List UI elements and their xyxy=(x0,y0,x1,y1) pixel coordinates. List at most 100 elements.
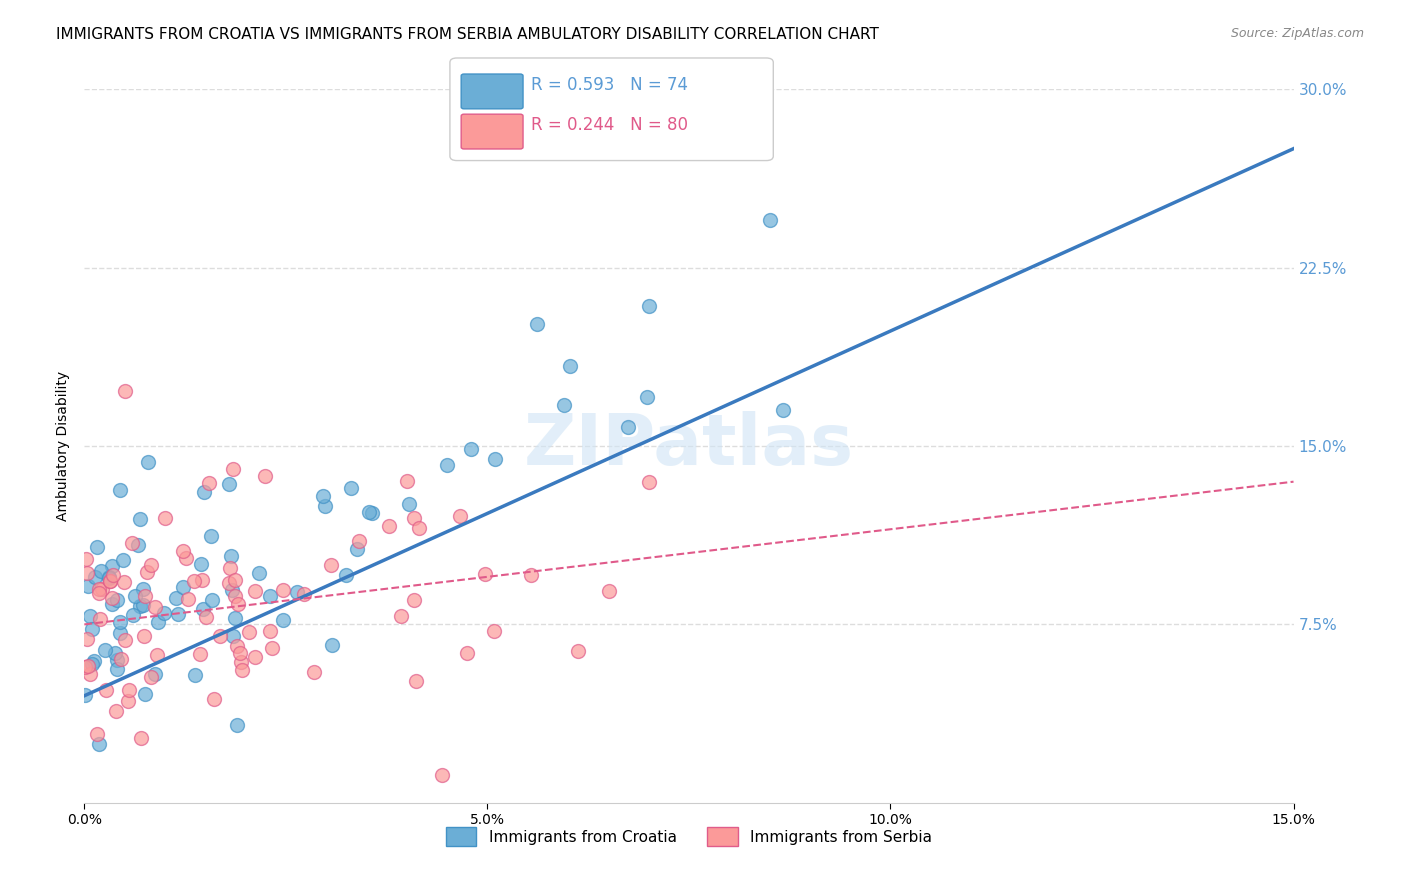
Serbia xyxy=(121,536,143,550)
Serbia xyxy=(224,590,246,604)
Serbia xyxy=(198,476,221,491)
Croatia xyxy=(357,505,380,519)
Croatia xyxy=(124,589,146,603)
Croatia xyxy=(221,630,243,644)
Croatia xyxy=(100,598,122,612)
Serbia xyxy=(188,647,211,661)
Croatia xyxy=(339,481,361,495)
Serbia xyxy=(117,694,139,708)
Serbia xyxy=(76,632,98,647)
Serbia xyxy=(75,552,97,566)
Serbia xyxy=(90,582,112,596)
Serbia xyxy=(405,674,427,689)
Croatia xyxy=(200,529,222,543)
Text: R = 0.244   N = 80: R = 0.244 N = 80 xyxy=(531,116,689,134)
Croatia xyxy=(108,483,131,498)
Croatia xyxy=(105,662,128,676)
Serbia xyxy=(101,591,124,606)
Croatia xyxy=(772,403,794,417)
Serbia xyxy=(231,663,253,677)
Croatia xyxy=(558,359,581,373)
Text: Source: ZipAtlas.com: Source: ZipAtlas.com xyxy=(1230,27,1364,40)
Croatia xyxy=(221,582,243,597)
Serbia xyxy=(430,768,453,782)
Croatia xyxy=(121,607,143,622)
Croatia xyxy=(80,657,103,671)
Croatia xyxy=(83,653,105,667)
Serbia xyxy=(87,585,110,599)
Croatia xyxy=(108,615,131,630)
Serbia xyxy=(378,518,401,533)
Serbia xyxy=(134,589,156,603)
Croatia xyxy=(201,593,224,607)
Serbia xyxy=(75,660,97,674)
Croatia xyxy=(758,213,780,227)
Croatia xyxy=(134,687,156,701)
Croatia xyxy=(97,571,120,585)
Serbia xyxy=(101,568,124,582)
Serbia xyxy=(225,639,247,653)
Text: R = 0.593   N = 74: R = 0.593 N = 74 xyxy=(531,76,689,94)
Croatia xyxy=(75,688,97,702)
Serbia xyxy=(77,659,100,673)
Croatia xyxy=(219,549,242,563)
Serbia xyxy=(195,610,218,624)
Serbia xyxy=(238,624,260,639)
Serbia xyxy=(79,667,101,681)
Croatia xyxy=(132,598,155,612)
Croatia xyxy=(167,607,190,622)
Serbia xyxy=(76,566,98,581)
Serbia xyxy=(449,508,471,523)
Croatia xyxy=(127,538,149,552)
Serbia xyxy=(598,583,620,598)
Croatia xyxy=(259,589,281,603)
Serbia xyxy=(229,646,252,660)
Croatia xyxy=(484,451,506,466)
Croatia xyxy=(553,398,575,412)
Croatia xyxy=(271,613,294,627)
Croatia xyxy=(638,299,661,313)
Croatia xyxy=(76,580,98,594)
Serbia xyxy=(202,692,225,706)
Serbia xyxy=(110,652,132,666)
Serbia xyxy=(222,462,245,476)
Y-axis label: Ambulatory Disability: Ambulatory Disability xyxy=(56,371,70,521)
Serbia xyxy=(172,544,194,558)
Serbia xyxy=(389,608,412,623)
Serbia xyxy=(319,558,342,572)
Serbia xyxy=(94,682,117,697)
Croatia xyxy=(361,506,384,520)
Croatia xyxy=(190,557,212,571)
Croatia xyxy=(89,737,111,751)
Croatia xyxy=(105,593,128,607)
Serbia xyxy=(134,629,156,643)
Croatia xyxy=(335,567,357,582)
Croatia xyxy=(105,653,128,667)
Serbia xyxy=(273,582,295,597)
Croatia xyxy=(314,499,336,513)
Serbia xyxy=(226,597,249,611)
Croatia xyxy=(103,646,125,660)
Serbia xyxy=(174,550,197,565)
Serbia xyxy=(229,655,252,669)
Croatia xyxy=(94,643,117,657)
Serbia xyxy=(302,665,325,680)
Serbia xyxy=(183,574,205,588)
Croatia xyxy=(218,477,240,491)
Croatia xyxy=(146,615,169,629)
Serbia xyxy=(112,575,135,590)
Croatia xyxy=(79,609,101,624)
Croatia xyxy=(100,559,122,574)
Serbia xyxy=(456,647,478,661)
Serbia xyxy=(520,568,543,582)
Serbia xyxy=(404,511,426,525)
Croatia xyxy=(80,623,103,637)
Serbia xyxy=(404,592,426,607)
Serbia xyxy=(482,624,505,639)
Serbia xyxy=(408,521,430,535)
Serbia xyxy=(224,574,246,588)
Croatia xyxy=(152,606,174,620)
Croatia xyxy=(398,497,420,511)
Croatia xyxy=(172,581,194,595)
Croatia xyxy=(637,390,659,404)
